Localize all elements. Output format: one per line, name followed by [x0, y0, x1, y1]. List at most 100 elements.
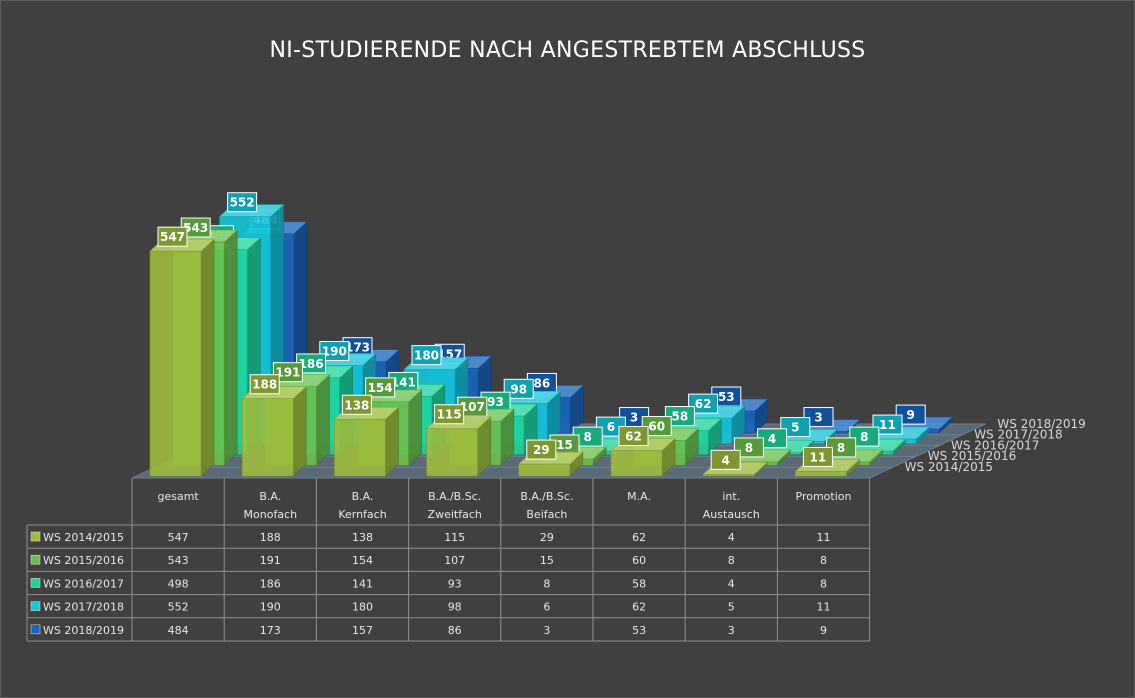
category-label: Austausch [703, 508, 760, 521]
data-label: 154 [365, 377, 396, 398]
data-label: 53 [711, 386, 742, 407]
data-label-text: 173 [345, 341, 370, 355]
data-label: 93 [480, 391, 511, 412]
bar-front [518, 463, 571, 477]
data-label-text: 543 [183, 221, 208, 235]
bar-front [149, 250, 202, 477]
data-label-box [272, 362, 303, 383]
table-cell: 154 [352, 554, 373, 567]
data-label-box [780, 417, 811, 438]
data-label: 8 [849, 426, 880, 447]
table-cell: 4 [728, 531, 735, 544]
data-label-text: 4 [722, 453, 730, 467]
data-label-text: 11 [810, 450, 827, 464]
data-label: 180 [411, 345, 442, 366]
table-cell: 29 [540, 531, 554, 544]
table-cell: 4 [728, 577, 735, 590]
data-label: 138 [341, 394, 372, 415]
data-label: 11 [872, 414, 903, 435]
data-label-text: 115 [437, 408, 462, 422]
data-label-box [503, 378, 534, 399]
table-cell: 498 [168, 577, 189, 590]
legend-label: WS 2014/2015 [43, 531, 124, 544]
data-label: 115 [434, 404, 465, 425]
data-label: 62 [688, 393, 719, 414]
table-cell: 8 [728, 554, 735, 567]
legend-key [30, 578, 41, 588]
bar-front [702, 474, 755, 477]
table-cell: 15 [540, 554, 554, 567]
data-label-box [618, 426, 649, 447]
table-cell: 58 [632, 577, 646, 590]
category-label: int. [722, 490, 740, 503]
data-label-text: 3 [814, 411, 822, 425]
bar [149, 238, 215, 477]
data-label: 190 [319, 341, 350, 362]
data-label-text: 3 [630, 411, 638, 425]
data-label-text: 188 [252, 378, 277, 392]
depth-axis-label: WS 2015/2016 [928, 449, 1016, 463]
table-cell: 8 [820, 577, 827, 590]
category-label: Beifach [526, 508, 567, 521]
data-label-text: 107 [460, 400, 485, 414]
category-label: B.A./B.Sc. [520, 490, 573, 503]
legend-label: WS 2015/2016 [43, 554, 124, 567]
bar-front [426, 428, 478, 477]
bar-front [241, 398, 294, 477]
data-label-text: 6 [607, 420, 615, 434]
data-label: 173 [342, 337, 373, 358]
data-label-box [157, 226, 188, 247]
bar [241, 386, 307, 477]
data-label-text: 190 [322, 345, 347, 359]
table-cell: 484 [168, 624, 189, 637]
table-cell: 62 [632, 601, 646, 614]
data-label: 8 [826, 437, 857, 458]
data-label-text: 62 [695, 397, 712, 411]
depth-axis-label: WS 2018/2019 [997, 417, 1085, 431]
data-label: 186 [296, 353, 327, 374]
category-label: Monofach [244, 508, 298, 521]
legend-key [30, 554, 41, 565]
data-label-text: 11 [879, 418, 896, 432]
data-label-text: 154 [368, 381, 393, 395]
data-label: 15 [549, 434, 580, 455]
table-cell: 190 [260, 601, 281, 614]
table-cell: 180 [352, 601, 373, 614]
data-label-text: 8 [584, 430, 592, 444]
data-label-text: 60 [648, 420, 665, 434]
data-label-text: 552 [230, 196, 255, 210]
bar [610, 437, 676, 477]
data-label-text: 141 [391, 375, 416, 389]
table-cell: 547 [168, 531, 189, 544]
data-label: 58 [664, 406, 695, 427]
data-label-text: 191 [275, 366, 300, 380]
data-label: 98 [503, 378, 534, 399]
table-cell: 60 [632, 554, 646, 567]
data-label-box [319, 341, 350, 362]
data-label-text: 186 [299, 357, 324, 371]
bar-side [223, 229, 238, 466]
chart-title: NI-STUDIERENDE NACH ANGESTREBTEM ABSCHLU… [269, 38, 866, 63]
category-label: B.A./B.Sc. [428, 490, 481, 503]
data-label: 543 [180, 217, 211, 238]
data-label: 8 [733, 437, 764, 458]
category-label: gesamt [157, 490, 199, 503]
data-label-box [227, 192, 258, 213]
data-label-text: 180 [414, 349, 439, 363]
data-label-text: 53 [718, 390, 735, 404]
data-label-text: 86 [534, 376, 551, 390]
data-label-text: 93 [487, 395, 504, 409]
table-cell: 9 [820, 624, 827, 637]
category-label: Zweitfach [428, 508, 482, 521]
data-label: 188 [249, 374, 280, 395]
table-cell: 11 [817, 531, 831, 544]
table-cell: 8 [820, 554, 827, 567]
legend-key [30, 531, 41, 542]
data-label-text: 98 [510, 382, 527, 396]
data-label-text: 15 [556, 438, 573, 452]
table-cell: 62 [632, 531, 646, 544]
category-label: B.A. [259, 490, 281, 503]
table-cell: 5 [728, 601, 735, 614]
legend-key [30, 624, 41, 635]
